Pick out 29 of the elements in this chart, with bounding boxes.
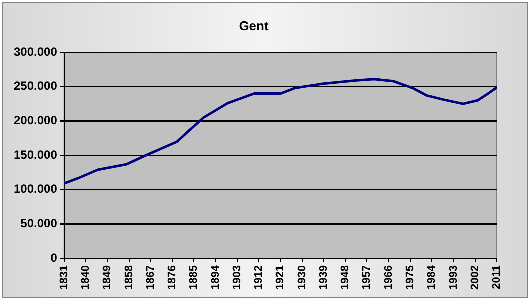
x-tick-label: 1957 (361, 266, 374, 290)
x-tick-label: 1858 (123, 266, 136, 290)
x-tick-label: 1885 (188, 266, 200, 290)
y-tick-label: 200.000 (14, 114, 58, 128)
x-tick-label: 1894 (210, 264, 222, 290)
y-tick-label: 50.000 (20, 216, 58, 231)
x-tick-label: 1975 (404, 266, 417, 290)
y-tick-label: 300.000 (14, 44, 58, 59)
x-tick-label: 1849 (102, 266, 114, 290)
x-tick-label: 1984 (426, 264, 438, 290)
x-tick-label: 2011 (491, 266, 504, 290)
y-tick-label: 150.000 (14, 148, 58, 162)
y-tick-label: 100.000 (14, 182, 58, 196)
x-tick-label: 1930 (296, 266, 308, 290)
x-tick-label: 1840 (80, 266, 92, 290)
x-tick-label: 1876 (166, 266, 179, 290)
y-tick-label: 250.000 (14, 79, 58, 94)
x-tick-label: 1867 (144, 266, 157, 290)
x-tick-label: 1939 (318, 266, 330, 290)
x-tick-label: 1903 (231, 266, 244, 290)
x-tick-label: 1993 (448, 266, 460, 290)
x-tick-label: 1831 (58, 266, 70, 290)
x-tick-label: 1948 (340, 266, 352, 290)
chart-title: Gent (239, 18, 270, 34)
y-tick-label: 0 (50, 250, 58, 265)
x-tick-label: 1966 (382, 266, 395, 290)
x-tick-label: 2002 (469, 266, 482, 290)
x-tick-label: 1912 (253, 266, 266, 290)
x-tick-label: 1921 (274, 266, 287, 290)
